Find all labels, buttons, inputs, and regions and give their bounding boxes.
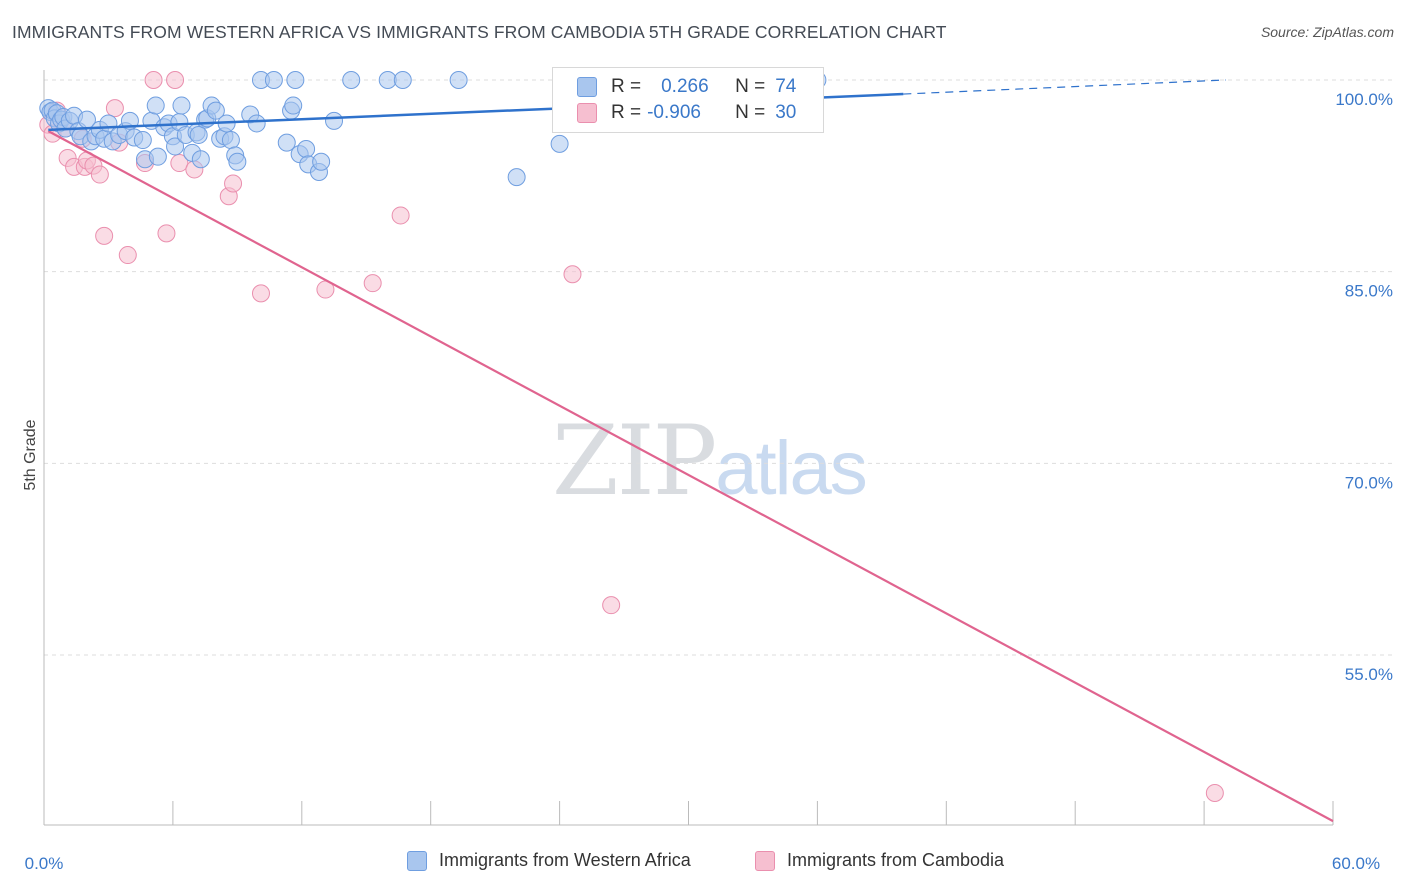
point-cambodia [105, 99, 124, 118]
point-western-africa [146, 96, 165, 115]
r-label: R = [611, 102, 642, 123]
x-tick-label: 0.0% [25, 854, 64, 873]
chart-title: IMMIGRANTS FROM WESTERN AFRICA VS IMMIGR… [12, 22, 947, 42]
legend-label: Immigrants from Western Africa [439, 850, 691, 870]
watermark: ZIPatlas [552, 405, 868, 517]
n-value: 30 [775, 102, 797, 123]
stats-legend-row-western-africa: R = 0.266 N = 74 [577, 74, 796, 100]
point-western-africa [189, 125, 208, 144]
stats-legend: R = 0.266 N = 74 R = -0.906 N = 30 [552, 67, 824, 133]
y-tick-label: 100.0% [1335, 90, 1393, 109]
point-western-africa [166, 137, 185, 156]
pink-swatch [755, 850, 775, 871]
point-cambodia [251, 284, 270, 303]
point-cambodia [563, 265, 582, 284]
point-cambodia [157, 224, 176, 243]
blue-swatch [407, 850, 427, 871]
point-western-africa [148, 147, 167, 166]
trendline-western-africa-extension [903, 79, 1226, 95]
point-western-africa [264, 71, 283, 89]
watermark-atlas: atlas [715, 426, 868, 511]
n-label: N = [735, 102, 766, 123]
point-cambodia [90, 165, 109, 184]
point-western-africa [449, 71, 468, 89]
r-value: -0.906 [647, 102, 701, 123]
point-cambodia [1205, 784, 1224, 802]
point-western-africa [277, 133, 296, 152]
y-axis-label: 5th Grade [22, 419, 39, 490]
point-western-africa [191, 150, 210, 169]
point-cambodia [118, 246, 137, 265]
r-label: R = [611, 76, 642, 97]
point-cambodia [144, 71, 163, 89]
point-cambodia [170, 154, 189, 173]
point-western-africa [378, 71, 397, 89]
stats-legend-row-cambodia: R = -0.906 N = 30 [577, 100, 796, 126]
point-western-africa [172, 96, 191, 115]
point-western-africa [206, 101, 225, 120]
point-western-africa [133, 131, 152, 150]
point-cambodia [95, 226, 114, 245]
blue-swatch [577, 77, 597, 97]
point-cambodia [224, 174, 243, 193]
point-cambodia [363, 274, 382, 293]
point-western-africa [393, 71, 412, 89]
pink-swatch [577, 103, 597, 123]
point-western-africa [286, 71, 305, 89]
legend-label: Immigrants from Cambodia [787, 850, 1005, 870]
point-western-africa [247, 114, 266, 133]
point-western-africa [507, 168, 526, 187]
trendline-cambodia [47, 130, 1334, 823]
source-label: Source: ZipAtlas.com [1260, 24, 1394, 40]
watermark-zip: ZIP [552, 405, 717, 517]
point-western-africa [325, 111, 344, 130]
n-label: N = [735, 76, 766, 97]
point-cambodia [391, 206, 410, 225]
n-value: 74 [775, 76, 797, 97]
bottom-legend-cambodia: Immigrants from Cambodia [755, 850, 1004, 871]
r-value: 0.266 [661, 76, 709, 97]
point-western-africa [228, 152, 247, 171]
point-western-africa [221, 131, 240, 150]
y-tick-label: 85.0% [1345, 282, 1393, 301]
point-western-africa [284, 96, 303, 115]
y-tick-label: 55.0% [1345, 665, 1393, 684]
x-tick-label: 60.0% [1332, 854, 1380, 873]
bottom-legend-western-africa: Immigrants from Western Africa [407, 850, 691, 871]
point-western-africa [297, 140, 316, 158]
point-western-africa [312, 152, 331, 171]
point-cambodia [166, 71, 185, 89]
point-cambodia [602, 596, 621, 615]
y-tick-label: 70.0% [1345, 473, 1393, 492]
point-western-africa [550, 134, 569, 153]
point-western-africa [342, 71, 361, 89]
